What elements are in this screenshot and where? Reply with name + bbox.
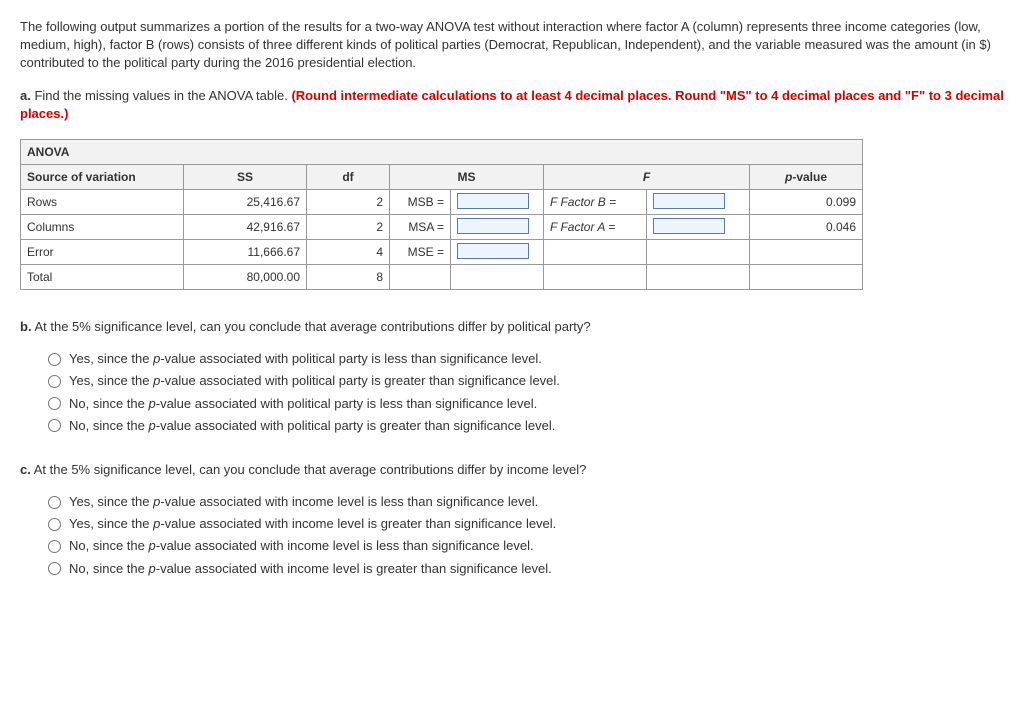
- cell-pvalue: 0.046: [750, 214, 863, 239]
- table-row: Columns 42,916.67 2 MSA = F Factor A = 0…: [21, 214, 863, 239]
- radio-b-2[interactable]: [48, 375, 61, 388]
- cell-msinp: [451, 264, 544, 289]
- cell-mslab: [390, 264, 451, 289]
- radio-b-3[interactable]: [48, 397, 61, 410]
- cell-df: 4: [307, 239, 390, 264]
- cell-df: 2: [307, 214, 390, 239]
- q-c-label: c.: [20, 462, 31, 477]
- cell-finp: [647, 264, 750, 289]
- cell-mslab: MSB =: [390, 189, 451, 214]
- opt-b-1: Yes, since the p-value associated with p…: [69, 350, 542, 368]
- cell-flab: F Factor B =: [544, 189, 647, 214]
- cell-pvalue: [750, 239, 863, 264]
- anova-title: ANOVA: [21, 139, 863, 164]
- hdr-source: Source of variation: [21, 164, 184, 189]
- table-row: Total 80,000.00 8: [21, 264, 863, 289]
- cell-df: 8: [307, 264, 390, 289]
- q-a-text: Find the missing values in the ANOVA tab…: [31, 88, 292, 103]
- cell-mslab: MSA =: [390, 214, 451, 239]
- f-input-rows[interactable]: [653, 193, 725, 209]
- cell-flab: [544, 239, 647, 264]
- cell-mslab: MSE =: [390, 239, 451, 264]
- hdr-df: df: [307, 164, 390, 189]
- q-b-text: At the 5% significance level, can you co…: [32, 319, 591, 334]
- cell-pvalue: 0.099: [750, 189, 863, 214]
- hdr-ss: SS: [184, 164, 307, 189]
- options-c: Yes, since the p-value associated with i…: [48, 493, 1004, 578]
- q-a-label: a.: [20, 88, 31, 103]
- cell-flab: F Factor A =: [544, 214, 647, 239]
- cell-pvalue: [750, 264, 863, 289]
- opt-c-2: Yes, since the p-value associated with i…: [69, 515, 556, 533]
- intro-text: The following output summarizes a portio…: [20, 19, 991, 70]
- table-row: Error 11,666.67 4 MSE =: [21, 239, 863, 264]
- opt-b-4: No, since the p-value associated with po…: [69, 417, 555, 435]
- intro-paragraph: The following output summarizes a portio…: [20, 18, 1004, 73]
- cell-source: Rows: [21, 189, 184, 214]
- radio-b-1[interactable]: [48, 353, 61, 366]
- hdr-pvalue: p-value: [750, 164, 863, 189]
- ms-input-error[interactable]: [457, 243, 529, 259]
- cell-ss: 11,666.67: [184, 239, 307, 264]
- opt-c-1: Yes, since the p-value associated with i…: [69, 493, 538, 511]
- hdr-f: F: [544, 164, 750, 189]
- cell-finp: [647, 239, 750, 264]
- radio-c-1[interactable]: [48, 496, 61, 509]
- opt-b-3: No, since the p-value associated with po…: [69, 395, 537, 413]
- q-b-label: b.: [20, 319, 32, 334]
- hdr-ms: MS: [390, 164, 544, 189]
- radio-c-2[interactable]: [48, 518, 61, 531]
- radio-b-4[interactable]: [48, 419, 61, 432]
- f-input-columns[interactable]: [653, 218, 725, 234]
- ms-input-rows[interactable]: [457, 193, 529, 209]
- cell-ss: 25,416.67: [184, 189, 307, 214]
- cell-ss: 42,916.67: [184, 214, 307, 239]
- opt-c-4: No, since the p-value associated with in…: [69, 560, 552, 578]
- q-c-text: At the 5% significance level, can you co…: [31, 462, 586, 477]
- anova-table: ANOVA Source of variation SS df MS F p-v…: [20, 139, 863, 290]
- question-a: a. Find the missing values in the ANOVA …: [20, 87, 1004, 123]
- opt-c-3: No, since the p-value associated with in…: [69, 537, 534, 555]
- options-b: Yes, since the p-value associated with p…: [48, 350, 1004, 435]
- cell-source: Columns: [21, 214, 184, 239]
- cell-df: 2: [307, 189, 390, 214]
- question-c: c. At the 5% significance level, can you…: [20, 461, 1004, 479]
- cell-source: Total: [21, 264, 184, 289]
- radio-c-4[interactable]: [48, 562, 61, 575]
- cell-ss: 80,000.00: [184, 264, 307, 289]
- cell-flab: [544, 264, 647, 289]
- table-row: Rows 25,416.67 2 MSB = F Factor B = 0.09…: [21, 189, 863, 214]
- question-b: b. At the 5% significance level, can you…: [20, 318, 1004, 336]
- cell-source: Error: [21, 239, 184, 264]
- ms-input-columns[interactable]: [457, 218, 529, 234]
- opt-b-2: Yes, since the p-value associated with p…: [69, 372, 560, 390]
- radio-c-3[interactable]: [48, 540, 61, 553]
